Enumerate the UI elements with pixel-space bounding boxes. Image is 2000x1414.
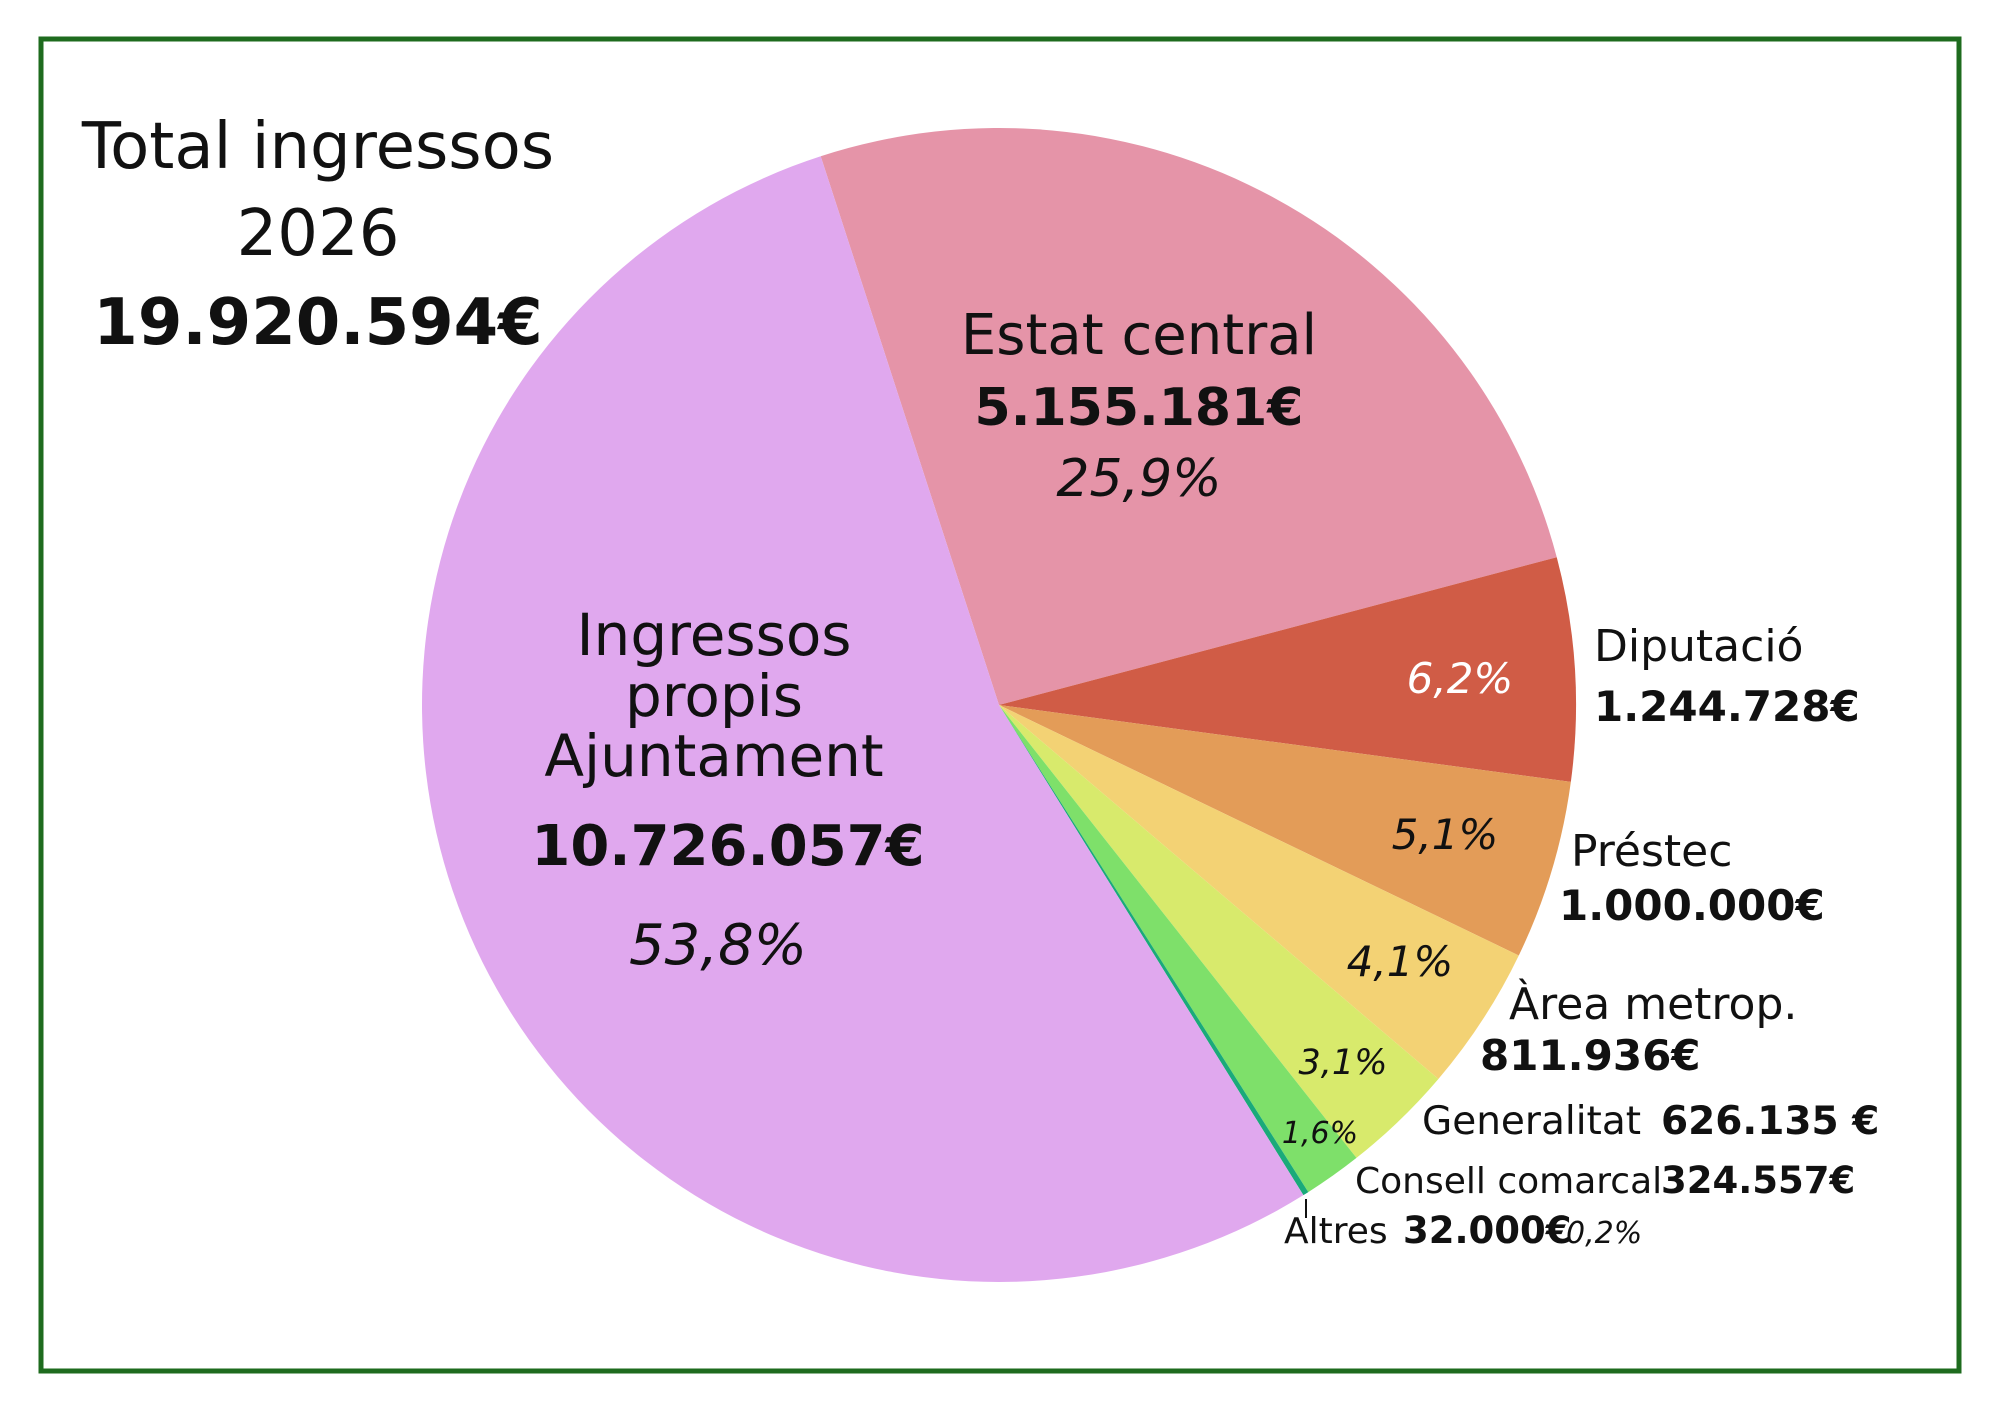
value-altres: 32.000€ [1403, 1209, 1572, 1252]
value-area-metrop: 811.936€ [1480, 1031, 1701, 1080]
pie-slice-generalitat [999, 705, 1439, 1158]
percent-area-metrop: 4,1% [1347, 937, 1454, 986]
percent-estat-central: 25,9% [1056, 449, 1221, 509]
title-line-2: 2026 [237, 197, 400, 271]
value-prestec: 1.000.000€ [1559, 881, 1825, 930]
label-area-metrop: Àrea metrop. [1509, 977, 1797, 1030]
percent-consell-comarcal: 1,6% [1282, 1116, 1358, 1151]
value-ingressos: 10.726.057€ [531, 814, 924, 879]
pie-slice-altres [999, 705, 1309, 1196]
pie-slice-consell-comarcal [999, 705, 1357, 1193]
pie-slice-ingressos-propis-ajuntament [422, 156, 1304, 1282]
label-diputacio: Diputació [1594, 621, 1803, 672]
title-line-1: Total ingressos [81, 110, 554, 184]
label-ingressos-line-1: Ingressos [576, 601, 851, 669]
value-generalitat: 626.135 € [1661, 1099, 1879, 1144]
label-altres: Altres [1284, 1211, 1388, 1252]
percent-ingressos: 53,8% [629, 913, 807, 978]
total-value: 19.920.594€ [93, 286, 542, 360]
percent-altres: 0,2% [1566, 1216, 1642, 1251]
label-estat-central: Estat central [961, 303, 1317, 368]
label-prestec: Préstec [1571, 826, 1732, 877]
label-ingressos-line-3: Ajuntament [544, 722, 883, 790]
pie-slice-diputacio [999, 557, 1576, 782]
percent-diputacio: 6,2% [1407, 654, 1514, 703]
pie-slice-estat-central [820, 127, 1557, 705]
pie-slice-area-metrop [999, 705, 1519, 1079]
pie-slices [422, 127, 1576, 1282]
label-consell-comarcal: Consell comarcal [1355, 1161, 1662, 1202]
percent-generalitat: 3,1% [1299, 1043, 1388, 1083]
frame-border [38, 36, 1962, 1374]
value-estat-central: 5.155.181€ [975, 378, 1304, 438]
label-generalitat: Generalitat [1422, 1099, 1641, 1144]
value-consell-comarcal: 324.557€ [1661, 1159, 1855, 1202]
percent-prestec: 5,1% [1392, 810, 1499, 859]
label-ingressos-line-2: propis [625, 662, 803, 730]
value-diputacio: 1.244.728€ [1594, 682, 1860, 731]
pie-slice-prestec [999, 705, 1571, 956]
